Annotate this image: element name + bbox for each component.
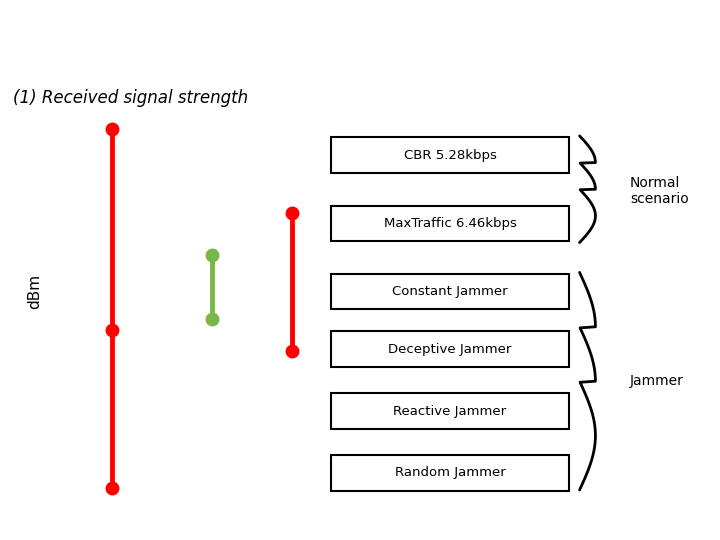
Text: CBR 5.28kbps: CBR 5.28kbps <box>404 148 496 161</box>
Text: Reactive Jammer: Reactive Jammer <box>393 404 507 417</box>
FancyBboxPatch shape <box>331 393 569 429</box>
Text: Basic Statistics for Detecting Jam: Basic Statistics for Detecting Jam <box>13 25 537 53</box>
Text: 8: 8 <box>701 516 709 529</box>
Text: Random Jammer: Random Jammer <box>395 467 505 480</box>
FancyBboxPatch shape <box>331 455 569 491</box>
Text: dBm: dBm <box>27 274 42 309</box>
Text: Constant Jammer: Constant Jammer <box>392 285 508 298</box>
Text: Normal
scenario: Normal scenario <box>630 176 689 206</box>
Text: CS710 (Fall, 2006) -- DK (dklee@an.kaist.ac.kr): CS710 (Fall, 2006) -- DK (dklee@an.kaist… <box>7 517 238 528</box>
Text: MaxTraffic 6.46kbps: MaxTraffic 6.46kbps <box>384 217 516 230</box>
FancyBboxPatch shape <box>331 137 569 173</box>
Text: (1) Received signal strength: (1) Received signal strength <box>13 89 248 107</box>
FancyBboxPatch shape <box>331 274 569 309</box>
Text: Jammer: Jammer <box>630 374 684 388</box>
FancyBboxPatch shape <box>331 332 569 367</box>
Text: Deceptive Jammer: Deceptive Jammer <box>388 343 512 356</box>
FancyBboxPatch shape <box>331 206 569 241</box>
